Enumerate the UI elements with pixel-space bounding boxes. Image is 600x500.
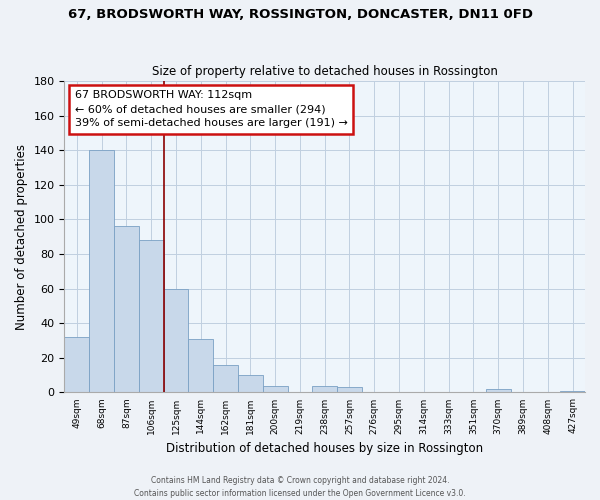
Bar [188,339,213,392]
Bar [164,288,188,393]
Bar [560,390,585,392]
Title: Size of property relative to detached houses in Rossington: Size of property relative to detached ho… [152,66,497,78]
Bar [114,226,139,392]
Text: 67, BRODSWORTH WAY, ROSSINGTON, DONCASTER, DN11 0FD: 67, BRODSWORTH WAY, ROSSINGTON, DONCASTE… [67,8,533,20]
Text: 67 BRODSWORTH WAY: 112sqm
← 60% of detached houses are smaller (294)
39% of semi: 67 BRODSWORTH WAY: 112sqm ← 60% of detac… [75,90,347,128]
Bar [238,375,263,392]
Y-axis label: Number of detached properties: Number of detached properties [15,144,28,330]
Bar [263,386,287,392]
Bar [313,386,337,392]
Bar [213,365,238,392]
Bar [139,240,164,392]
Bar [486,389,511,392]
Bar [64,337,89,392]
Bar [337,387,362,392]
X-axis label: Distribution of detached houses by size in Rossington: Distribution of detached houses by size … [166,442,483,455]
Bar [89,150,114,392]
Text: Contains HM Land Registry data © Crown copyright and database right 2024.
Contai: Contains HM Land Registry data © Crown c… [134,476,466,498]
